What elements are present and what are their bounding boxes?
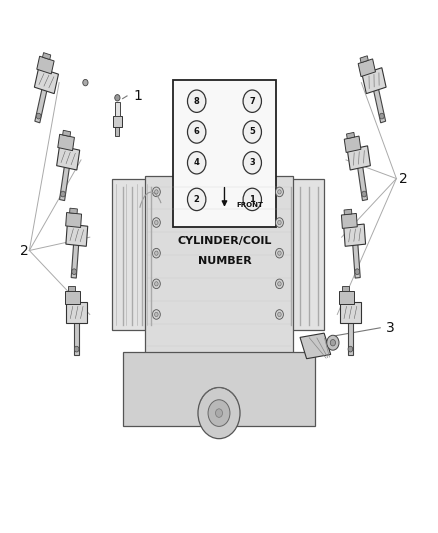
Circle shape (74, 346, 79, 352)
Circle shape (276, 187, 283, 197)
Text: 3: 3 (249, 158, 255, 167)
Bar (339, 291, 353, 304)
Circle shape (152, 279, 160, 289)
Bar (65, 291, 80, 304)
Bar (357, 159, 367, 200)
Bar (58, 134, 74, 151)
Circle shape (36, 113, 41, 119)
Circle shape (278, 221, 281, 225)
Circle shape (152, 187, 160, 197)
Text: FRONT: FRONT (237, 203, 264, 208)
Bar (71, 237, 79, 278)
Circle shape (276, 279, 283, 289)
Circle shape (276, 248, 283, 258)
Bar (112, 179, 151, 330)
Circle shape (155, 190, 158, 194)
Circle shape (276, 217, 283, 227)
Text: 6: 6 (194, 127, 200, 136)
Text: CYLINDER/COIL: CYLINDER/COIL (177, 236, 272, 246)
Polygon shape (300, 333, 331, 359)
Text: 2: 2 (399, 172, 407, 185)
Circle shape (187, 151, 206, 174)
Bar (341, 213, 357, 229)
Bar (285, 179, 324, 330)
Circle shape (215, 409, 223, 417)
Bar (74, 314, 79, 356)
Text: 1: 1 (134, 89, 142, 103)
Bar (66, 213, 81, 228)
Circle shape (348, 346, 353, 352)
Circle shape (330, 340, 336, 346)
Text: 1: 1 (249, 195, 255, 204)
Bar (358, 59, 375, 77)
Circle shape (355, 269, 360, 274)
Bar (362, 68, 386, 94)
Bar (115, 101, 120, 117)
Circle shape (155, 281, 158, 286)
Circle shape (187, 121, 206, 143)
Circle shape (278, 190, 281, 194)
Circle shape (187, 188, 206, 211)
Bar (123, 352, 315, 426)
Bar (70, 208, 78, 214)
Text: 7: 7 (249, 96, 255, 106)
Bar (352, 237, 360, 278)
Circle shape (278, 281, 281, 286)
Text: 2: 2 (194, 195, 200, 204)
Bar (68, 286, 75, 291)
Circle shape (327, 335, 339, 350)
Bar (63, 130, 71, 136)
Circle shape (243, 121, 261, 143)
Text: 8: 8 (194, 96, 200, 106)
FancyBboxPatch shape (173, 80, 276, 227)
Circle shape (379, 113, 384, 119)
Circle shape (115, 95, 120, 101)
Text: 3: 3 (385, 321, 394, 335)
Bar (60, 159, 71, 200)
Circle shape (72, 269, 77, 274)
Circle shape (83, 79, 88, 86)
Bar (342, 286, 349, 291)
Text: 2: 2 (20, 244, 28, 257)
Circle shape (155, 251, 158, 255)
Circle shape (278, 312, 281, 317)
Circle shape (155, 312, 158, 317)
Bar (66, 224, 88, 246)
Bar (42, 53, 51, 60)
Circle shape (152, 248, 160, 258)
Circle shape (208, 400, 230, 426)
Bar (35, 82, 49, 123)
Circle shape (276, 310, 283, 319)
Circle shape (243, 151, 261, 174)
Circle shape (187, 90, 206, 112)
Bar (340, 302, 360, 322)
Circle shape (60, 191, 65, 197)
Circle shape (243, 188, 261, 211)
Bar (145, 176, 293, 357)
Bar (344, 136, 361, 152)
Circle shape (278, 251, 281, 255)
Bar (346, 132, 355, 139)
Circle shape (362, 191, 367, 197)
Text: NUMBER: NUMBER (198, 256, 251, 266)
Bar (113, 117, 122, 127)
Bar (34, 68, 58, 94)
Bar (37, 56, 54, 74)
Bar (360, 56, 368, 63)
Circle shape (152, 310, 160, 319)
Bar (347, 146, 371, 170)
Circle shape (243, 90, 261, 112)
Bar (116, 107, 119, 136)
Circle shape (152, 217, 160, 227)
Circle shape (155, 221, 158, 225)
Bar (348, 314, 353, 356)
Bar (344, 209, 352, 215)
Circle shape (198, 387, 240, 439)
Bar (57, 146, 80, 170)
Bar (344, 224, 366, 246)
Text: 5: 5 (249, 127, 255, 136)
Bar (372, 82, 385, 123)
Bar (67, 302, 87, 322)
Text: 4: 4 (194, 158, 200, 167)
